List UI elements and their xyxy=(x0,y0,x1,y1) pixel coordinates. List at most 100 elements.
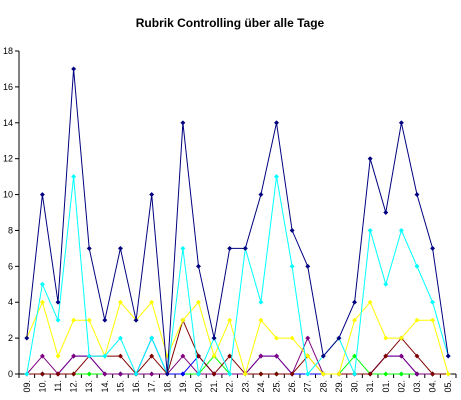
y-tick-label: 10 xyxy=(3,190,13,200)
data-point xyxy=(195,353,202,359)
data-point xyxy=(289,263,295,269)
data-point xyxy=(258,371,264,377)
x-tick-label: 27. xyxy=(303,380,313,393)
data-point xyxy=(414,353,420,359)
y-tick-label: 18 xyxy=(3,46,13,56)
data-point xyxy=(195,371,202,377)
data-point xyxy=(398,335,404,341)
x-tick-label: 29. xyxy=(334,380,344,393)
data-point xyxy=(273,353,280,359)
data-point xyxy=(383,209,389,216)
data-point xyxy=(289,335,295,341)
data-point xyxy=(430,299,436,305)
x-tick-label: 22. xyxy=(225,380,235,393)
data-point xyxy=(71,66,77,72)
y-tick-label: 8 xyxy=(8,225,13,235)
data-point xyxy=(383,335,389,341)
data-point xyxy=(102,317,108,323)
data-point xyxy=(55,353,61,359)
data-point xyxy=(352,371,358,377)
data-point xyxy=(164,371,170,377)
data-point xyxy=(352,317,358,323)
data-point xyxy=(227,371,233,377)
data-point xyxy=(180,317,186,323)
data-point xyxy=(117,353,123,359)
data-point xyxy=(242,371,248,377)
data-point xyxy=(430,371,436,377)
data-point xyxy=(227,317,233,323)
data-point xyxy=(149,371,155,377)
data-point xyxy=(258,353,264,359)
data-point xyxy=(102,353,108,359)
data-point xyxy=(352,299,358,305)
data-point xyxy=(273,335,280,341)
data-point xyxy=(273,120,280,126)
data-point xyxy=(414,263,420,269)
x-tick-label: 01. xyxy=(381,380,391,393)
data-point xyxy=(430,317,436,323)
data-point xyxy=(55,317,61,323)
data-point xyxy=(180,120,186,126)
data-point xyxy=(305,335,311,341)
data-point xyxy=(398,353,404,359)
data-point xyxy=(86,371,92,377)
x-tick-label: 19. xyxy=(178,380,188,393)
data-point xyxy=(195,263,202,269)
data-point xyxy=(71,353,77,359)
data-point xyxy=(39,192,45,198)
data-point xyxy=(367,156,373,162)
series-line xyxy=(26,300,449,376)
y-tick-label: 2 xyxy=(8,333,13,343)
data-point xyxy=(305,371,311,377)
data-point xyxy=(336,371,342,377)
data-point xyxy=(211,371,217,377)
data-point xyxy=(71,174,77,180)
x-tick-label: 03. xyxy=(412,380,422,393)
x-tick-label: 10. xyxy=(37,380,47,393)
y-tick-label: 4 xyxy=(8,297,13,307)
data-point xyxy=(195,299,202,305)
data-point xyxy=(445,371,451,377)
data-point xyxy=(414,371,420,377)
data-point xyxy=(24,335,30,341)
data-point xyxy=(414,192,420,198)
x-tick-label: 17. xyxy=(147,380,157,393)
x-tick-label: 30. xyxy=(350,380,360,393)
x-tick-label: 20. xyxy=(193,380,203,393)
x-tick-label: 26. xyxy=(287,380,297,393)
x-tick-label: 21. xyxy=(209,380,219,393)
data-point xyxy=(149,335,155,341)
x-tick-label: 05. xyxy=(443,380,453,393)
data-point xyxy=(367,227,373,233)
x-tick-label: 13. xyxy=(84,380,94,393)
data-point xyxy=(320,371,326,377)
data-point xyxy=(117,371,123,377)
y-tick-label: 16 xyxy=(3,82,13,92)
data-point xyxy=(55,371,61,377)
data-point xyxy=(117,245,123,251)
data-point xyxy=(414,317,420,323)
data-point xyxy=(117,335,123,341)
data-point xyxy=(305,353,311,359)
data-point xyxy=(336,335,342,341)
x-tick-label: 23. xyxy=(240,380,250,393)
data-point xyxy=(180,353,186,359)
y-tick-label: 6 xyxy=(8,261,13,271)
data-point xyxy=(383,281,389,287)
x-tick-label: 09. xyxy=(22,380,32,393)
data-point xyxy=(149,353,155,359)
x-tick-label: 16. xyxy=(131,380,141,393)
data-point xyxy=(86,317,92,323)
data-point xyxy=(398,371,404,377)
x-tick-label: 15. xyxy=(115,380,125,393)
plot-area: 0 2 4 6 8 10 12 14 16 18 09. 10. 11. 12. 13. 14. 15. 16. 1… xyxy=(3,46,457,393)
data-point xyxy=(273,174,280,180)
data-point xyxy=(86,353,92,359)
data-point xyxy=(227,245,233,251)
x-tick-label: 12. xyxy=(69,380,79,393)
data-point xyxy=(211,335,217,341)
data-point xyxy=(180,245,186,251)
data-point xyxy=(149,299,155,305)
data-point xyxy=(320,353,326,359)
